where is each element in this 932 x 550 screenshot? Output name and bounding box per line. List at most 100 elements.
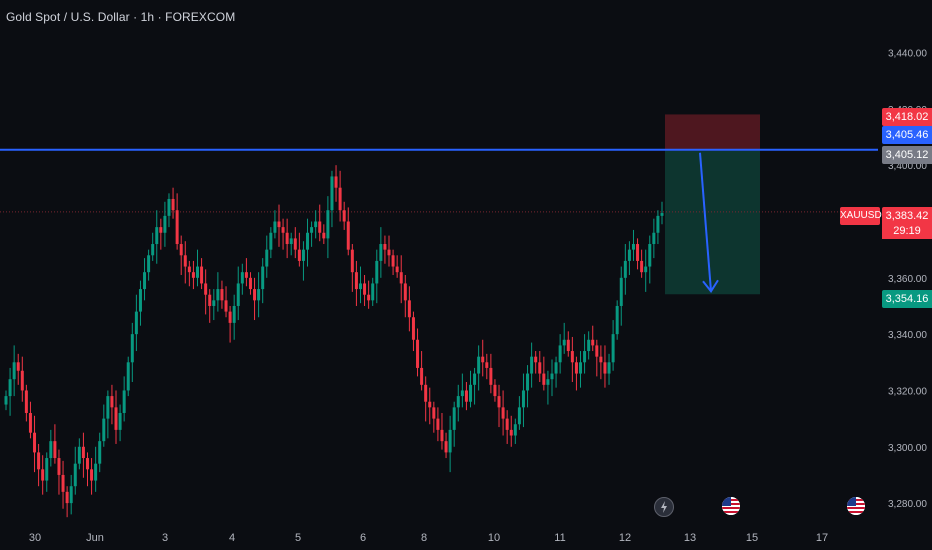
candle-body <box>530 356 534 374</box>
candle-body <box>375 260 379 284</box>
candle-body <box>85 458 89 470</box>
candle-body <box>183 255 187 267</box>
candle-body <box>607 362 611 374</box>
candle-body <box>28 412 32 433</box>
candle-body <box>277 221 281 228</box>
lightning-icon[interactable] <box>654 497 674 517</box>
candle-body <box>257 289 261 301</box>
candle-body <box>228 311 232 323</box>
candle-body <box>49 441 53 459</box>
candle-body <box>636 244 640 261</box>
candle-body <box>505 418 509 430</box>
price-axis-label: 3,320.00 <box>888 386 927 397</box>
candle-body <box>566 339 570 352</box>
candle-body <box>354 272 358 290</box>
candle-body <box>477 356 481 374</box>
candle-body <box>407 300 411 318</box>
candle-body <box>350 249 354 273</box>
candle-body <box>599 356 603 363</box>
candle-body <box>660 213 664 216</box>
candle-body <box>627 249 631 261</box>
candle-body <box>603 362 607 374</box>
time-axis-label: 4 <box>229 532 235 544</box>
candle-body <box>326 210 330 239</box>
candle-body <box>301 249 305 261</box>
candle-body <box>224 300 228 312</box>
candle-body <box>468 384 472 402</box>
candle-body <box>550 373 554 380</box>
candle-body <box>379 244 383 261</box>
candle-body <box>534 356 538 363</box>
candle-body <box>134 311 138 335</box>
candle-body <box>244 272 248 278</box>
candle-body <box>77 446 81 464</box>
symbol-title[interactable]: Gold Spot / U.S. Dollar · 1h · FOREXCOM <box>6 10 236 24</box>
candle-body <box>118 412 122 430</box>
candle-body <box>570 351 574 363</box>
candle-body <box>4 396 8 405</box>
candle-body <box>240 272 244 284</box>
candle-body <box>513 424 517 436</box>
candle-body <box>517 407 521 425</box>
candle-body <box>163 215 167 233</box>
entry-price-tag: 3,405.12 <box>882 146 932 164</box>
candle-body <box>318 221 322 233</box>
candle-body <box>554 362 558 374</box>
candle-body <box>212 300 216 306</box>
candle-body <box>143 272 147 290</box>
candle-body <box>330 176 334 211</box>
candle-body <box>322 232 326 239</box>
candle-body <box>644 266 648 273</box>
candle-body <box>20 370 24 391</box>
candle-body <box>342 210 346 222</box>
candle-body <box>623 260 627 278</box>
candle-body <box>403 283 407 301</box>
candle-body <box>167 198 171 216</box>
candle-body <box>562 339 566 346</box>
price-axis-label: 3,280.00 <box>888 499 927 510</box>
candle-body <box>151 244 155 256</box>
price-axis-label: 3,440.00 <box>888 49 927 60</box>
candle-body <box>489 367 493 385</box>
candle-body <box>579 362 583 374</box>
candle-body <box>130 334 134 363</box>
candle-body <box>448 429 452 453</box>
projection-arrow <box>699 152 712 292</box>
candle-body <box>61 474 65 492</box>
candle-body <box>175 210 179 245</box>
candle-body <box>204 283 208 295</box>
candle-body <box>261 266 265 290</box>
candle-body <box>126 362 130 391</box>
candle-body <box>416 339 420 368</box>
us-flag-icon[interactable] <box>722 497 740 515</box>
candle-body <box>73 463 77 487</box>
candle-body <box>12 362 16 380</box>
candle-body <box>640 260 644 273</box>
candle-body <box>94 463 98 481</box>
candle-body <box>306 232 310 250</box>
candle-body <box>464 390 468 402</box>
time-axis-label: 3 <box>162 532 168 544</box>
candle-body <box>187 266 191 273</box>
candle-body <box>501 407 505 419</box>
time-axis-label: 10 <box>488 532 500 544</box>
candle-body <box>269 232 273 250</box>
candle-body <box>102 418 106 442</box>
candle-body <box>367 294 371 301</box>
us-flag-icon[interactable] <box>847 497 865 515</box>
candle-body <box>33 432 37 453</box>
candle-body <box>297 249 301 261</box>
candle-body <box>595 345 599 357</box>
price-axis-label: 3,400.00 <box>888 161 927 172</box>
candle-body <box>424 384 428 402</box>
candle-body <box>69 486 73 504</box>
time-axis-label: 15 <box>746 532 758 544</box>
candle-body <box>65 491 69 504</box>
candle-body <box>281 227 285 233</box>
time-axis-label: 12 <box>619 532 631 544</box>
candle-body <box>310 227 314 233</box>
stop-price-tag: 3,418.02 <box>882 108 932 126</box>
candle-body <box>138 289 142 312</box>
